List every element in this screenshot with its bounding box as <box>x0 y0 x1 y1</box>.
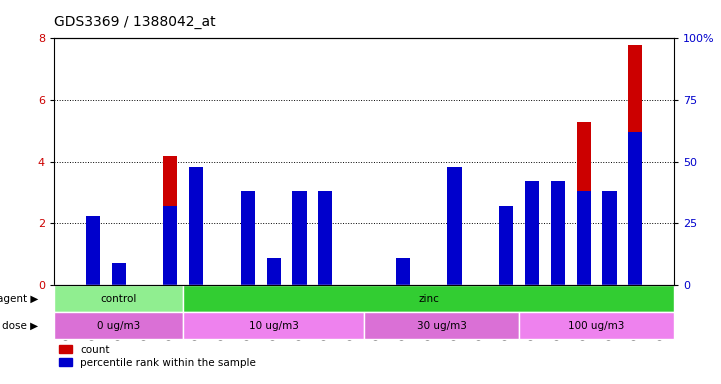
Bar <box>54 285 183 312</box>
Bar <box>163 206 177 285</box>
Bar <box>112 263 125 285</box>
Bar <box>364 312 519 339</box>
Bar <box>499 263 513 285</box>
Bar <box>525 182 539 285</box>
Bar <box>293 254 306 285</box>
Bar <box>396 265 410 285</box>
Bar <box>189 167 203 285</box>
Bar <box>86 242 100 285</box>
Bar <box>318 191 332 285</box>
Bar <box>183 312 364 339</box>
Text: 30 ug/m3: 30 ug/m3 <box>417 321 466 331</box>
Text: GDS3369 / 1388042_at: GDS3369 / 1388042_at <box>54 15 216 29</box>
Bar <box>163 156 177 285</box>
Bar <box>499 206 513 285</box>
Bar <box>241 191 255 285</box>
Bar <box>86 216 100 285</box>
Bar <box>577 191 590 285</box>
Text: 100 ug/m3: 100 ug/m3 <box>568 321 625 331</box>
Legend: count, percentile rank within the sample: count, percentile rank within the sample <box>59 344 256 367</box>
Bar <box>396 258 410 285</box>
Bar <box>519 312 674 339</box>
Bar <box>112 282 125 285</box>
Bar <box>603 191 616 285</box>
Bar <box>189 237 203 285</box>
Bar <box>628 132 642 285</box>
Bar <box>628 45 642 285</box>
Bar <box>603 223 616 285</box>
Bar <box>577 122 590 285</box>
Text: control: control <box>100 294 137 304</box>
Text: 0 ug/m3: 0 ug/m3 <box>97 321 141 331</box>
Bar <box>551 182 565 285</box>
Bar <box>267 258 280 285</box>
Bar <box>551 205 565 285</box>
Text: dose ▶: dose ▶ <box>2 321 38 331</box>
Text: 10 ug/m3: 10 ug/m3 <box>249 321 298 331</box>
Bar <box>448 167 461 285</box>
Bar <box>293 191 306 285</box>
Bar <box>183 285 674 312</box>
Bar <box>241 205 255 285</box>
Bar <box>54 312 183 339</box>
Bar <box>525 220 539 285</box>
Text: agent ▶: agent ▶ <box>0 294 38 304</box>
Text: zinc: zinc <box>418 294 439 304</box>
Bar <box>318 211 332 285</box>
Bar <box>448 168 461 285</box>
